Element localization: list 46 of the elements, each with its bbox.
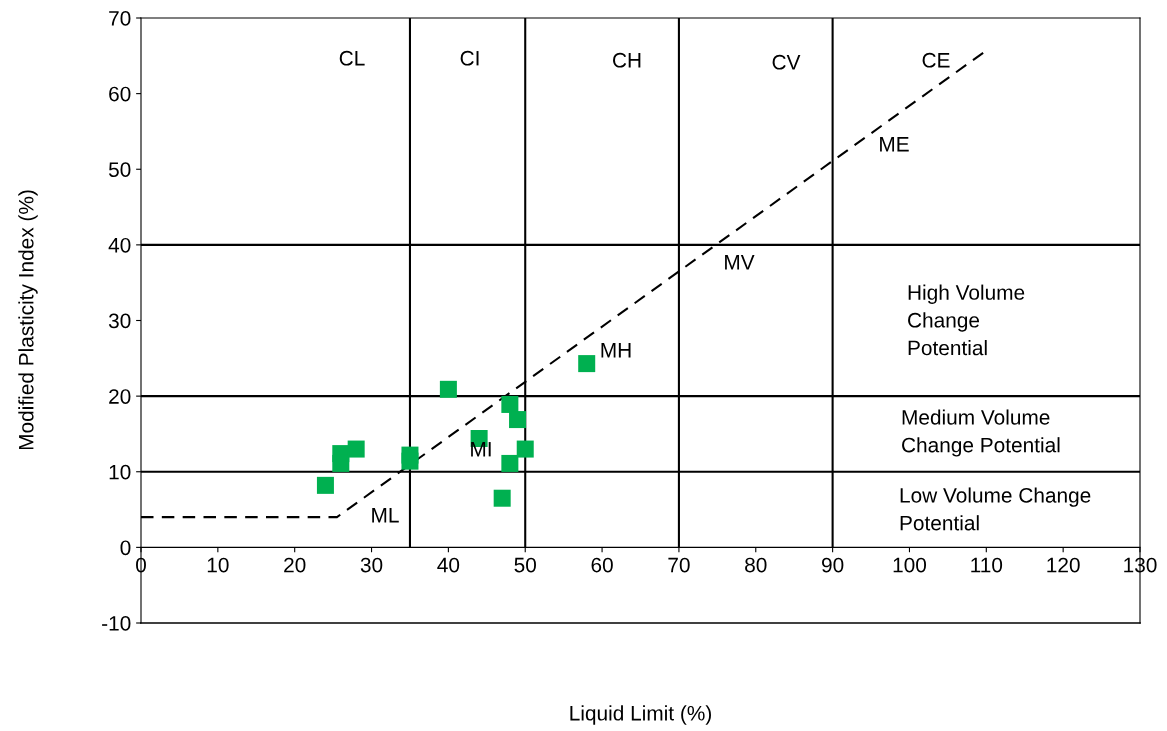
x-tick-label: 30 (360, 557, 383, 573)
annotation: CH (613, 52, 641, 68)
y-tick-label: -10 (102, 616, 131, 631)
annotation: Low Volume Change Potential (900, 487, 1091, 531)
annotation: MV (725, 255, 755, 270)
x-tick-label: 80 (745, 557, 767, 573)
annotation: ME (880, 137, 909, 152)
point (493, 489, 511, 507)
point (332, 454, 350, 472)
x-tick-label: 60 (591, 557, 613, 573)
x-tick-label: 10 (207, 557, 229, 573)
annotation: CL (339, 50, 365, 66)
point (401, 452, 419, 470)
x-axis-title: Liquid Limit (%) (570, 705, 711, 725)
annotation: Medium Volume Change Potential (902, 409, 1060, 457)
point (578, 355, 596, 373)
point (501, 454, 519, 472)
x-tick-label: 110 (971, 557, 1003, 573)
y-tick-label: 40 (108, 237, 131, 253)
x-tick-label: 70 (668, 557, 690, 573)
y-tick-label: 60 (109, 86, 131, 102)
x-tick-label: 100 (893, 557, 927, 573)
point (316, 476, 334, 494)
point (347, 440, 365, 458)
annotation: MH (601, 343, 631, 358)
point (501, 395, 519, 413)
point (439, 380, 457, 398)
annotation: ML (372, 508, 399, 523)
x-tick-label: 50 (514, 557, 536, 573)
y-tick-label: 0 (120, 540, 131, 556)
annotation: CV (772, 54, 801, 70)
point (516, 440, 534, 458)
y-tick-label: 30 (108, 313, 131, 329)
point (509, 411, 527, 429)
annotation: CI (460, 50, 479, 66)
annotation: High Volume Change Potential (908, 284, 1025, 356)
x-tick-label: 40 (437, 557, 460, 573)
y-tick-label: 70 (109, 11, 131, 26)
x-tick-label: 90 (822, 557, 844, 573)
y-tick-label: 10 (109, 464, 131, 480)
y-tick-label: 50 (108, 162, 131, 177)
x-tick-label: 20 (284, 557, 306, 573)
y-axis-title: Modified Plasticity Index (%) (18, 190, 38, 450)
y-tick-label: 20 (109, 389, 131, 404)
x-tick-label: 120 (1047, 557, 1080, 573)
annotation: CE (922, 52, 950, 68)
